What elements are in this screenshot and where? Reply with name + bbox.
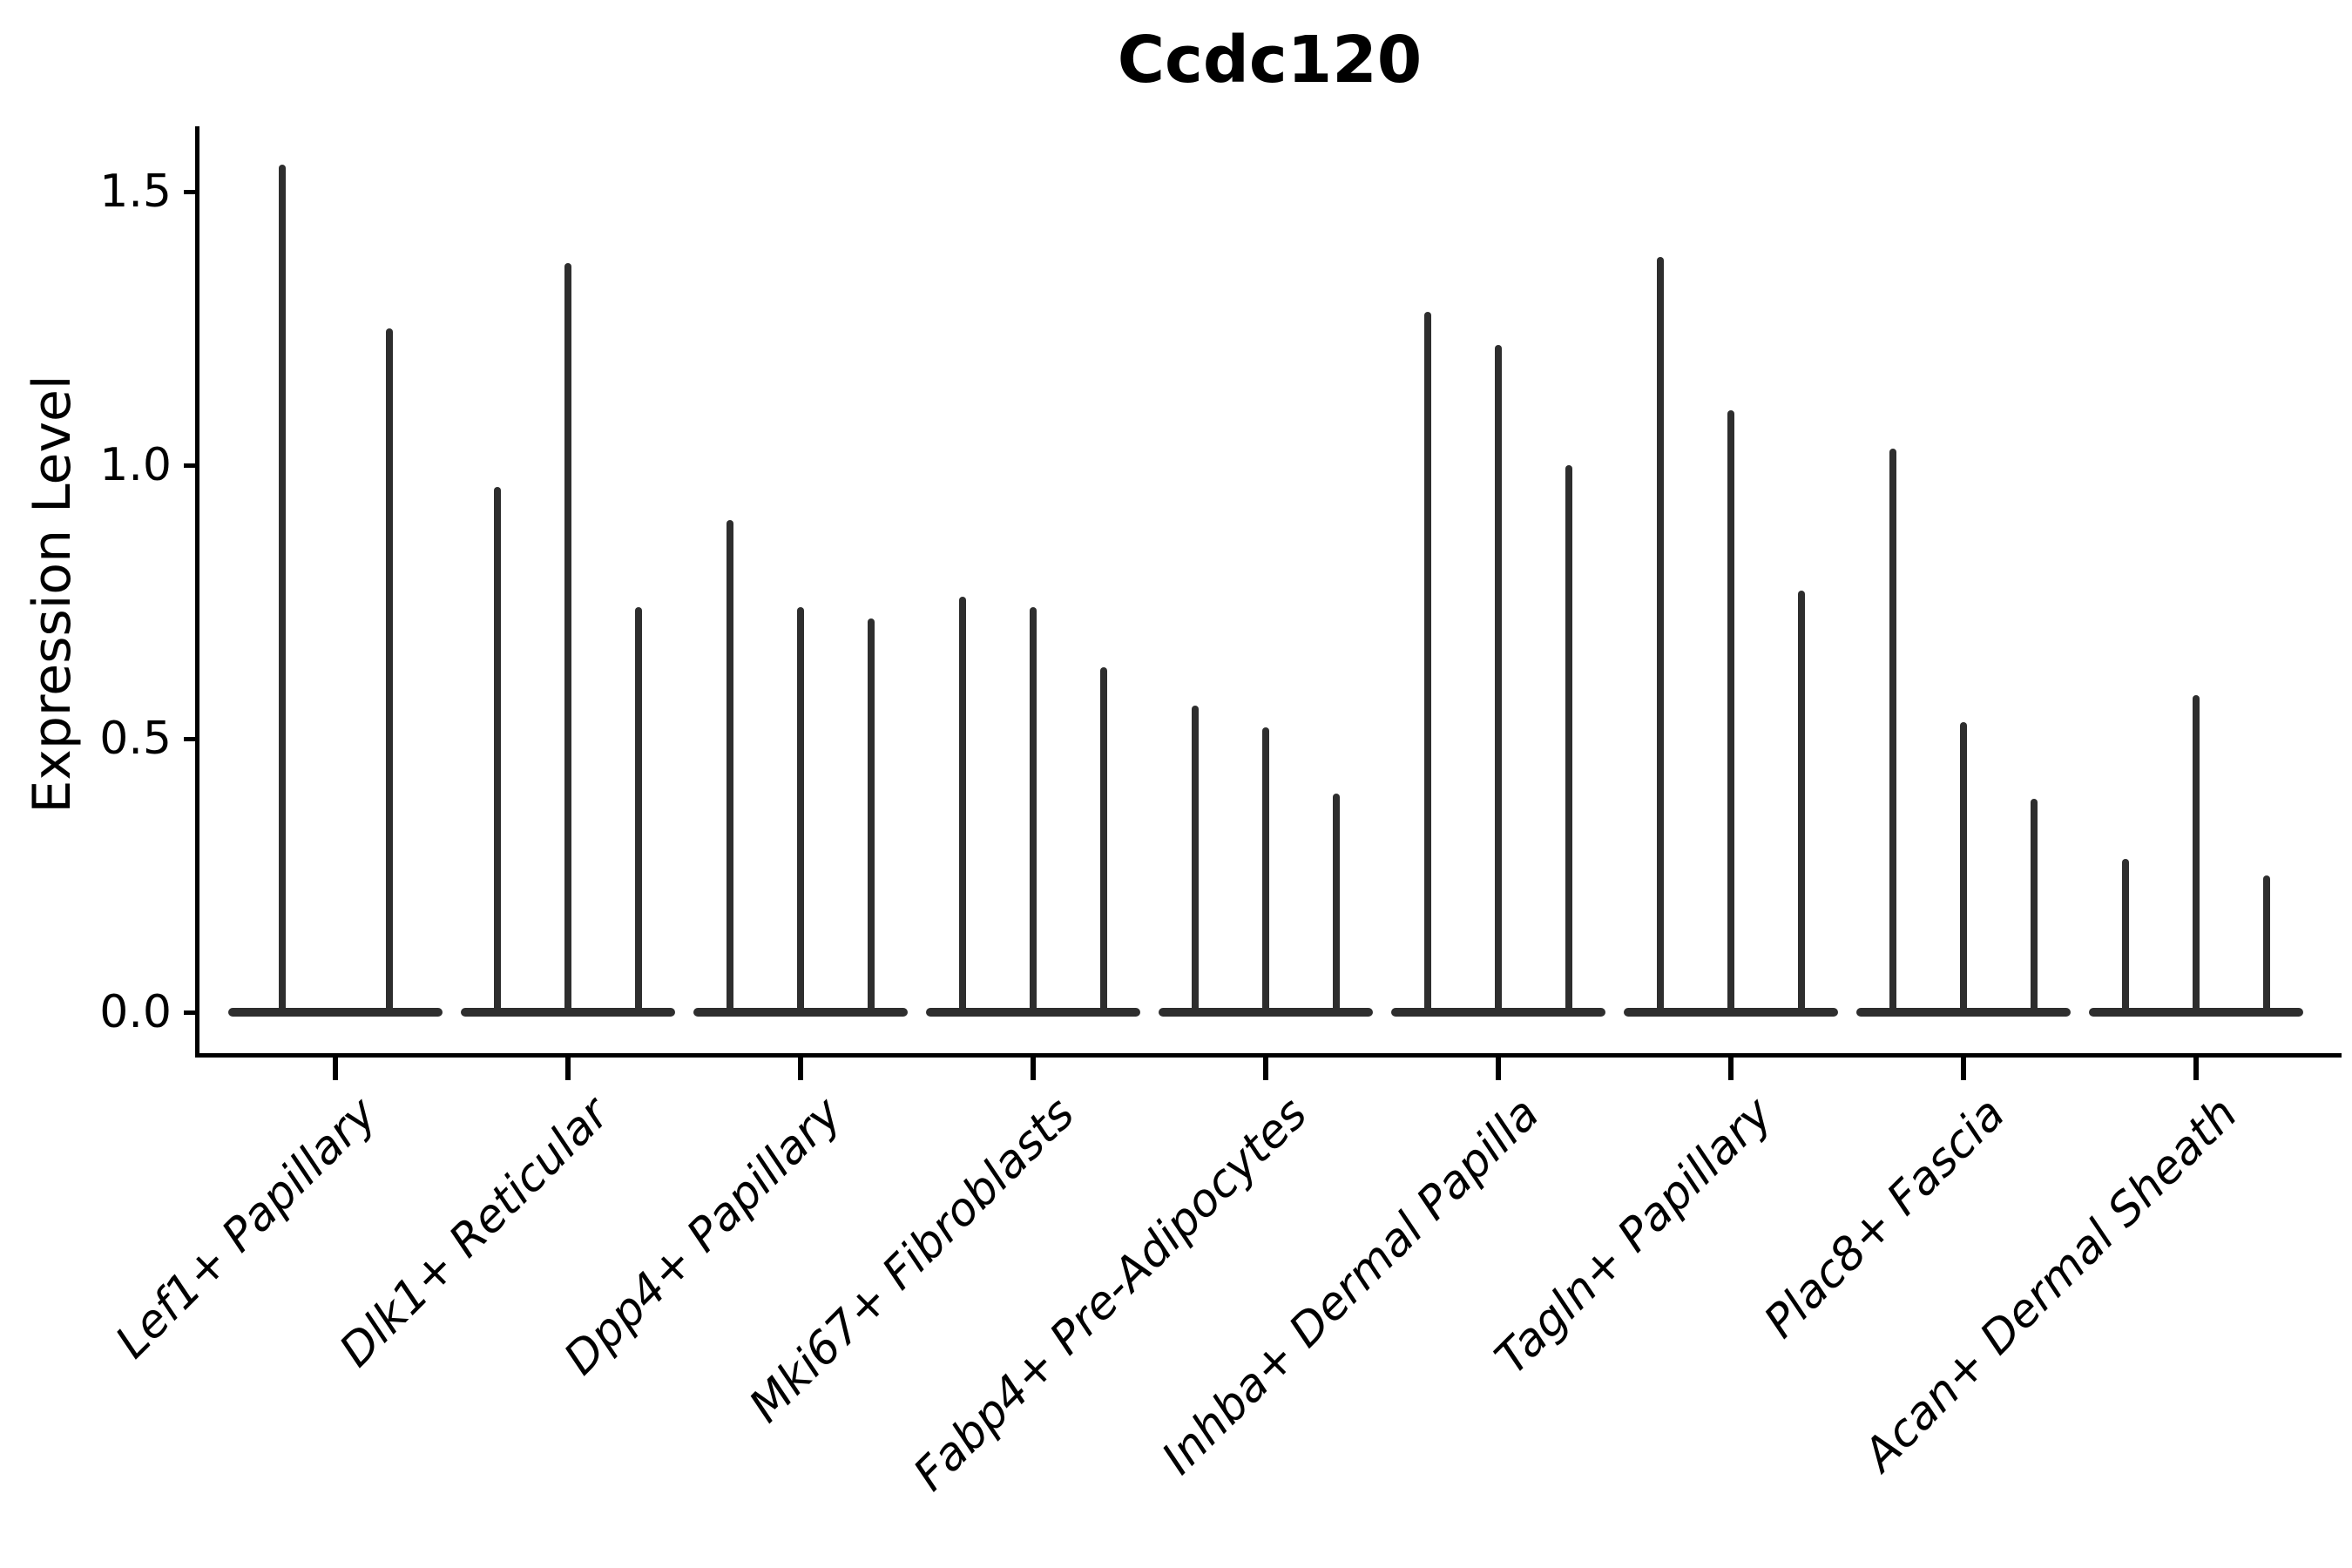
violin-spike bbox=[564, 262, 571, 1017]
x-tick bbox=[1496, 1058, 1501, 1080]
y-tick-label: 1.5 bbox=[99, 166, 172, 218]
violin-spike bbox=[726, 519, 733, 1017]
chart-title: Ccdc120 bbox=[1117, 23, 1423, 98]
y-tick bbox=[184, 463, 198, 468]
violin-spike bbox=[1656, 257, 1664, 1017]
y-tick bbox=[184, 1010, 198, 1015]
x-tick bbox=[798, 1058, 803, 1080]
x-tick bbox=[1263, 1058, 1268, 1080]
x-tick bbox=[2193, 1058, 2199, 1080]
violin-spike bbox=[797, 607, 804, 1017]
y-tick-label: 0.5 bbox=[99, 713, 172, 765]
violin-spike bbox=[278, 164, 286, 1017]
x-tick bbox=[1961, 1058, 1966, 1080]
y-tick bbox=[184, 189, 198, 194]
violin-spike bbox=[2193, 694, 2200, 1017]
violin-spike bbox=[493, 487, 501, 1017]
violin-spike bbox=[1565, 465, 1573, 1017]
violin-spike bbox=[1262, 727, 1269, 1017]
violin-spike bbox=[385, 328, 393, 1017]
violin-spike bbox=[1191, 706, 1199, 1017]
x-tick bbox=[1728, 1058, 1734, 1080]
violin-spike bbox=[1333, 793, 1341, 1017]
y-tick bbox=[184, 736, 198, 741]
y-tick-label: 1.0 bbox=[99, 439, 172, 491]
x-axis-spine bbox=[195, 1053, 2342, 1058]
x-tick bbox=[565, 1058, 571, 1080]
violin-spike bbox=[1727, 410, 1734, 1017]
x-tick-label: Plac8+ Fascia bbox=[1754, 1087, 2016, 1348]
y-axis-spine bbox=[195, 126, 199, 1058]
violin-spike bbox=[635, 607, 643, 1017]
x-tick-label: Fabp4+ Pre-Adipocytes bbox=[903, 1087, 1318, 1502]
violin-spike bbox=[1423, 312, 1431, 1017]
violin-spike bbox=[868, 618, 875, 1017]
y-axis-label: Expression Level bbox=[22, 375, 83, 814]
violin-base bbox=[228, 1008, 443, 1017]
violin-spike bbox=[1100, 667, 1108, 1017]
y-tick-label: 0.0 bbox=[99, 986, 172, 1038]
x-tick-label: Acan+ Dermal Sheath bbox=[1854, 1087, 2248, 1482]
x-tick bbox=[1031, 1058, 1036, 1080]
x-tick-label: Inhba+ Dermal Papilla bbox=[1152, 1087, 1551, 1485]
violin-spike bbox=[2121, 859, 2129, 1017]
violin-spike bbox=[1495, 344, 1502, 1017]
violin-spike bbox=[1889, 449, 1896, 1017]
violin-spike bbox=[1960, 722, 1967, 1017]
violin-spike bbox=[2263, 875, 2271, 1017]
violin-spike bbox=[1030, 607, 1037, 1017]
violin-spike bbox=[958, 596, 966, 1017]
x-tick bbox=[333, 1058, 338, 1080]
violin-spike bbox=[2031, 799, 2038, 1017]
violin-spike bbox=[1798, 591, 1806, 1017]
